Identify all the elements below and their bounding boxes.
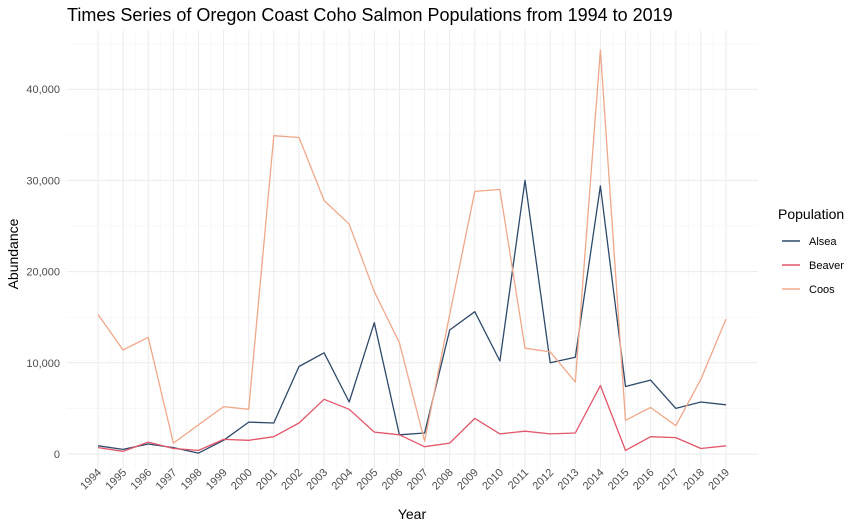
x-tick-label: 2017 <box>656 467 682 493</box>
y-axis-ticks: 0 10,000 20,000 30,000 40,000 <box>26 84 60 461</box>
x-tick-label: 2018 <box>681 467 707 493</box>
x-tick-label: 2001 <box>254 467 280 493</box>
x-tick-label: 2014 <box>581 467 607 493</box>
legend-title: Population <box>778 206 844 222</box>
x-tick-label: 1996 <box>129 467 155 493</box>
series-lines <box>97 49 727 454</box>
series-line-beaver <box>97 384 727 452</box>
x-tick-label: 2006 <box>380 467 406 493</box>
x-tick-label: 2005 <box>355 467 381 493</box>
x-tick-label: 1997 <box>154 467 180 493</box>
x-axis-title: Year <box>398 506 427 522</box>
x-tick-label: 2009 <box>455 467 481 493</box>
x-tick-label: 1998 <box>179 467 205 493</box>
y-tick-label: 20,000 <box>26 267 60 279</box>
x-axis-ticks: 1994 1995 1996 1997 1998 1999 2000 2001 2002 2003… <box>78 467 732 493</box>
x-tick-label: 2010 <box>480 467 506 493</box>
x-tick-label: 1999 <box>204 467 230 493</box>
y-axis-title: Abundance <box>5 218 21 289</box>
x-tick-label: 2000 <box>229 467 255 493</box>
y-tick-label: 10,000 <box>26 358 60 370</box>
legend-label-alsea: Alsea <box>809 236 837 248</box>
legend-label-coos: Coos <box>809 284 835 296</box>
legend-label-beaver: Beaver <box>809 260 844 272</box>
x-tick-label: 2007 <box>405 467 431 493</box>
series-line-coos <box>97 49 727 444</box>
y-tick-label: 30,000 <box>26 175 60 187</box>
x-tick-label: 2002 <box>279 467 305 493</box>
x-tick-label: 2019 <box>706 467 732 493</box>
x-tick-label: 2004 <box>330 467 356 493</box>
y-tick-label: 0 <box>54 449 60 461</box>
x-tick-label: 2008 <box>430 467 456 493</box>
x-tick-label: 2013 <box>556 467 582 493</box>
x-tick-label: 1994 <box>78 467 104 493</box>
y-tick-label: 40,000 <box>26 84 60 96</box>
x-tick-label: 2003 <box>304 467 330 493</box>
x-tick-label: 2015 <box>606 467 632 493</box>
grid <box>67 30 758 468</box>
chart-title: Times Series of Oregon Coast Coho Salmon… <box>67 5 673 25</box>
x-tick-label: 2011 <box>506 467 531 492</box>
legend: Population Alsea Beaver Coos <box>778 206 844 296</box>
x-tick-label: 2016 <box>631 467 657 493</box>
x-tick-label: 2012 <box>530 467 556 493</box>
x-tick-label: 1995 <box>103 467 129 493</box>
